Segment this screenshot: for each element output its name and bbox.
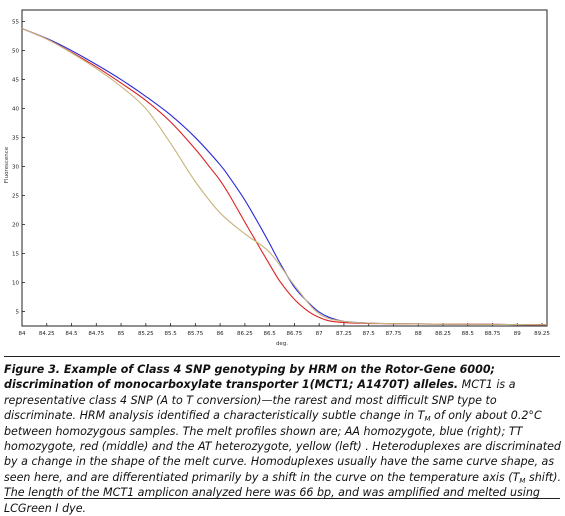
caption-subscript-1: M	[424, 415, 431, 424]
x-tick-label: 88.75	[485, 331, 501, 337]
x-tick-label: 87.75	[386, 331, 402, 337]
caption-title: Figure 3. Example of Class 4 SNP genotyp…	[4, 363, 495, 392]
x-tick-label: 84.5	[65, 331, 78, 337]
x-tick-label: 85	[118, 331, 125, 337]
series-line-3	[21, 28, 548, 326]
plot-border	[21, 9, 548, 327]
caption-text-1: MCT1 is a representative class 4 SNP (A …	[4, 378, 516, 423]
plot-background	[0, 0, 565, 360]
y-tick-label: 20	[12, 223, 19, 229]
y-tick-label: 25	[12, 194, 19, 200]
x-tick-label: 85.25	[138, 331, 154, 337]
x-tick-label: 84	[19, 331, 26, 337]
y-tick-label: 40	[12, 107, 19, 113]
y-tick-label: 45	[12, 78, 19, 84]
plot-frame	[21, 9, 548, 327]
x-tick-label: 84.25	[39, 331, 55, 337]
x-tick-label: 87	[316, 331, 323, 337]
x-tick-label: 86.5	[264, 331, 277, 337]
y-tick-label: 5	[16, 310, 20, 316]
x-tick-label: 86.25	[237, 331, 253, 337]
y-tick-label: 55	[12, 20, 19, 26]
y-tick-label: 50	[12, 49, 19, 55]
x-tick-label: 85.5	[164, 331, 177, 337]
x-tick-label: 86.75	[287, 331, 303, 337]
y-axis-ticks: 5 10 15 20 25 30 35 40 45 50 55	[12, 20, 25, 316]
y-tick-label: 15	[12, 252, 19, 258]
x-axis-ticks: 84 84.25 84.5 84.75 85 85.25 85.5 85.75 86 86.25 8…	[19, 323, 550, 337]
x-tick-label: 88.25	[435, 331, 451, 337]
x-axis-label: deg.	[276, 341, 288, 347]
caption-rule-top	[4, 356, 560, 357]
x-tick-label: 89	[514, 331, 521, 337]
melt-curve-chart: 5 10 15 20 25 30 35 40 45 50 55 84 84.25 84.5 84.75 85…	[0, 0, 565, 360]
x-tick-label: 87.25	[336, 331, 352, 337]
x-tick-label: 87.5	[363, 331, 376, 337]
x-tick-label: 89.25	[534, 331, 550, 337]
caption-rule-bottom	[4, 498, 560, 499]
x-tick-label: 84.75	[88, 331, 104, 337]
caption-subscript-2: M	[519, 476, 526, 485]
y-tick-label: 30	[12, 165, 19, 171]
x-tick-label: 88.5	[462, 331, 475, 337]
figure-caption: Figure 3. Example of Class 4 SNP genotyp…	[4, 362, 562, 516]
y-tick-label: 10	[12, 281, 19, 287]
x-tick-label: 86	[217, 331, 224, 337]
x-tick-label: 88	[415, 331, 422, 337]
x-tick-label: 85.75	[187, 331, 203, 337]
y-tick-label: 35	[12, 136, 19, 142]
caption-text-2: of only about 0.2°C between homozygous s…	[4, 409, 561, 484]
y-axis-label: Fluorescence	[4, 146, 10, 183]
series-lines	[21, 28, 548, 326]
